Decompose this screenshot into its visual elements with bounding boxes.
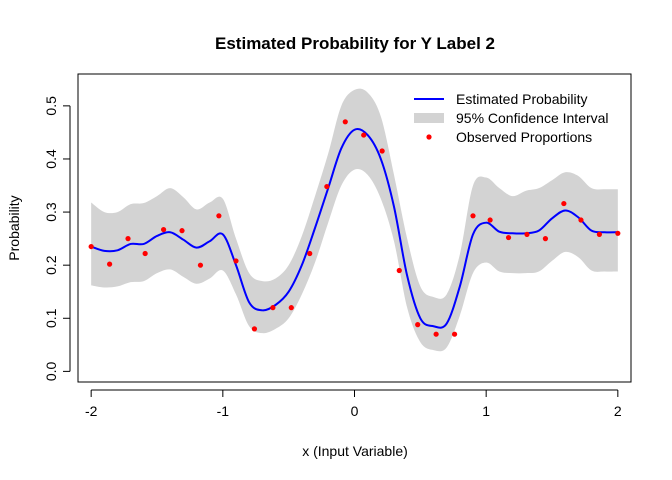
observed-point (361, 132, 367, 138)
y-axis-label: Probability (6, 195, 22, 260)
x-tick-label: -1 (217, 403, 230, 419)
observed-point (179, 228, 185, 234)
chart-title: Estimated Probability for Y Label 2 (215, 34, 495, 53)
observed-point (288, 305, 294, 311)
observed-point (578, 217, 584, 223)
observed-point (324, 183, 330, 190)
observed-point (615, 230, 621, 236)
y-tick-label: 0.2 (43, 255, 59, 275)
observed-point (216, 213, 222, 219)
y-tick-label: 0.1 (43, 308, 59, 328)
x-axis: -2 -1 0 1 2 (85, 389, 622, 419)
observed-point (542, 236, 549, 242)
estimate-line-layer (90, 127, 618, 329)
observed-point (561, 200, 567, 207)
y-tick-label: 0.4 (43, 149, 59, 169)
legend-label: Observed Proportions (456, 129, 592, 145)
observed-point (197, 262, 204, 268)
legend: Estimated Probability 95% Confidence Inte… (414, 91, 609, 145)
x-tick-label: 1 (482, 403, 490, 419)
observed-point (233, 258, 239, 264)
y-tick-label: 0.3 (43, 202, 59, 222)
observed-point (487, 217, 493, 223)
observed-point (433, 331, 439, 337)
observed-point (505, 234, 512, 241)
observed-point (396, 267, 402, 274)
legend-label: 95% Confidence Interval (456, 110, 609, 126)
observed-point (125, 236, 131, 242)
observed-point (160, 226, 167, 233)
observed-point (470, 213, 476, 219)
observed-point (251, 326, 258, 332)
x-tick-label: 2 (614, 403, 622, 419)
y-tick-label: 0.5 (43, 96, 59, 116)
legend-item: Observed Proportions (426, 129, 592, 145)
legend-point-key (426, 134, 432, 140)
observed-point (524, 231, 530, 237)
legend-item: Estimated Probability (414, 91, 588, 107)
legend-label: Estimated Probability (456, 91, 588, 107)
observed-point (88, 243, 94, 250)
observed-point (342, 119, 348, 125)
observed-point (451, 331, 458, 337)
observed-point (107, 261, 113, 267)
y-axis: 0.0 0.1 0.2 0.3 0.4 0.5 (43, 96, 71, 381)
legend-item: 95% Confidence Interval (414, 110, 609, 126)
observed-point (270, 305, 276, 311)
observed-points-layer (88, 119, 621, 337)
x-axis-label: x (Input Variable) (302, 443, 408, 459)
x-tick-label: 0 (351, 403, 359, 419)
confidence-band-layer (91, 88, 618, 352)
observed-point (307, 250, 313, 257)
observed-point (142, 250, 148, 257)
observed-point (596, 231, 603, 237)
observed-point (379, 148, 385, 154)
estimate-line (90, 127, 618, 329)
observed-point (415, 322, 421, 328)
y-tick-label: 0.0 (43, 361, 59, 381)
plot-frame (77, 73, 632, 383)
confidence-band (91, 88, 618, 352)
x-tick-label: -2 (85, 403, 98, 419)
